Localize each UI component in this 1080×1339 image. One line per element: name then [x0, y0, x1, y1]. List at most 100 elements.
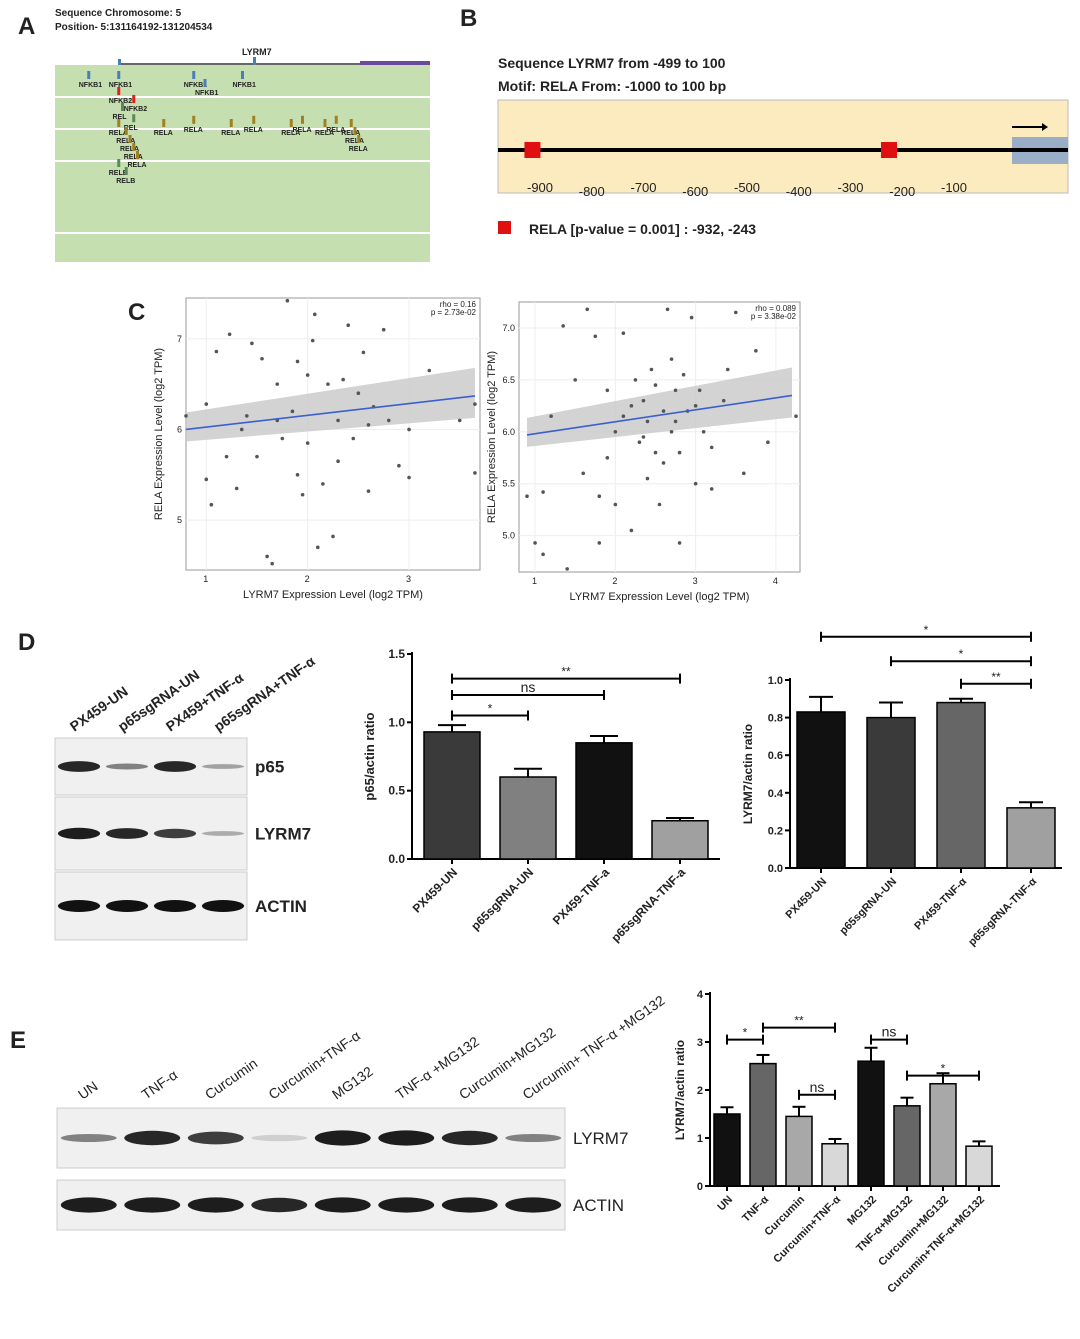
bar: [1006, 807, 1056, 869]
tf-site-mark: [252, 115, 256, 124]
data-point: [649, 367, 654, 372]
legend-swatch: [498, 221, 511, 234]
data-point: [673, 388, 678, 393]
data-point: [621, 414, 626, 419]
blot-band: [60, 1134, 117, 1142]
blot-band: [378, 1197, 435, 1213]
data-point: [605, 388, 610, 393]
tf-site-mark: [132, 114, 136, 123]
tf-site-label: RELB: [109, 170, 128, 177]
significance-label: **: [561, 665, 571, 679]
blot-band: [187, 1197, 244, 1213]
data-point: [245, 414, 249, 418]
bar: [866, 716, 916, 869]
tf-site-label: RELA: [109, 130, 128, 137]
tf-site-mark: [132, 143, 136, 151]
significance-label: *: [743, 1026, 748, 1040]
bar: [893, 1105, 921, 1187]
panel-label-e: E: [10, 1027, 26, 1054]
data-point: [407, 427, 411, 432]
data-point: [300, 492, 305, 497]
data-point: [310, 338, 315, 343]
sequence-box: [497, 99, 1069, 194]
data-point: [754, 349, 758, 353]
bar: [821, 1143, 849, 1187]
gene-marker: [253, 57, 256, 65]
data-point: [669, 357, 674, 361]
legend-text: RELA [p-value = 0.001] : -932, -243: [529, 221, 756, 237]
x-tick-label: 1: [203, 574, 208, 584]
data-point: [733, 310, 738, 315]
data-point: [209, 502, 214, 507]
tf-site-label: NFKB1: [109, 82, 132, 89]
rela-site: [880, 142, 897, 158]
lane-label: UN: [75, 1078, 101, 1103]
bar: [857, 1060, 885, 1187]
data-point: [457, 418, 462, 423]
y-axis-label: LYRM7/actin ratio: [673, 1040, 687, 1140]
data-point: [697, 388, 702, 393]
blot-band: [505, 1197, 562, 1213]
data-point: [397, 463, 401, 468]
x-tick-label: 4: [773, 576, 778, 586]
data-point: [285, 298, 290, 303]
blot-band: [251, 1134, 308, 1142]
blot-band: [57, 900, 101, 912]
blot-band: [251, 1197, 308, 1213]
data-point: [657, 502, 662, 507]
data-point: [709, 445, 714, 450]
tf-site-mark: [162, 119, 166, 127]
data-point: [629, 404, 634, 408]
y-axis-label: p65/actin ratio: [362, 712, 377, 800]
y-tick-label: 7: [177, 334, 182, 344]
data-point: [597, 494, 602, 498]
bar: [796, 711, 846, 869]
axis-tick-label: -500: [734, 180, 760, 195]
bar: [499, 776, 557, 860]
data-point: [637, 440, 642, 444]
bar: [929, 1083, 957, 1187]
x-tick-label: p65sgRNA-TNF-a: [608, 865, 688, 945]
data-point: [295, 359, 300, 364]
data-point: [565, 567, 569, 571]
bar: [749, 1062, 777, 1187]
tf-site-mark: [132, 95, 136, 103]
data-point: [641, 435, 646, 439]
tf-site-label: RELA: [326, 127, 345, 134]
lane-label: MG132: [329, 1063, 376, 1103]
x-tick-label: PX459-TNF-a: [550, 865, 612, 927]
data-point: [725, 367, 730, 372]
x-tick-label: 3: [406, 574, 411, 584]
data-point: [673, 419, 678, 424]
x-tick-label: 1: [532, 576, 537, 586]
data-point: [473, 402, 477, 406]
data-point: [341, 377, 345, 382]
blot-band: [441, 1197, 498, 1213]
lane-label: TNF-α: [138, 1066, 180, 1102]
tf-site-label: NFKB2: [124, 106, 147, 113]
p-annotation: p = 2.73e-02: [431, 308, 477, 317]
y-tick-label: 1.5: [388, 647, 405, 661]
data-point: [407, 475, 411, 480]
blot-band: [105, 900, 149, 912]
tf-site-label: RELA: [293, 127, 312, 134]
tf-site-label: RELA: [281, 130, 300, 137]
axis-tick-label: -200: [889, 184, 915, 199]
x-tick-label: PX459-UN: [410, 865, 460, 915]
tf-site-mark: [323, 119, 327, 127]
axis-tick-label: -700: [631, 180, 657, 195]
data-point: [361, 350, 366, 355]
data-point: [295, 473, 300, 477]
data-point: [224, 454, 229, 459]
bar: [575, 742, 633, 860]
regression-line: [526, 394, 793, 436]
data-point: [693, 404, 698, 408]
p-annotation: p = 3.38e-02: [751, 312, 797, 321]
tss-arrow-head: [1042, 123, 1048, 131]
blot-band: [153, 828, 197, 839]
bar: [785, 1115, 813, 1187]
significance-label: *: [959, 647, 964, 661]
panel-label-c: C: [128, 299, 145, 326]
blot-band: [60, 1197, 117, 1213]
data-point: [593, 334, 598, 339]
